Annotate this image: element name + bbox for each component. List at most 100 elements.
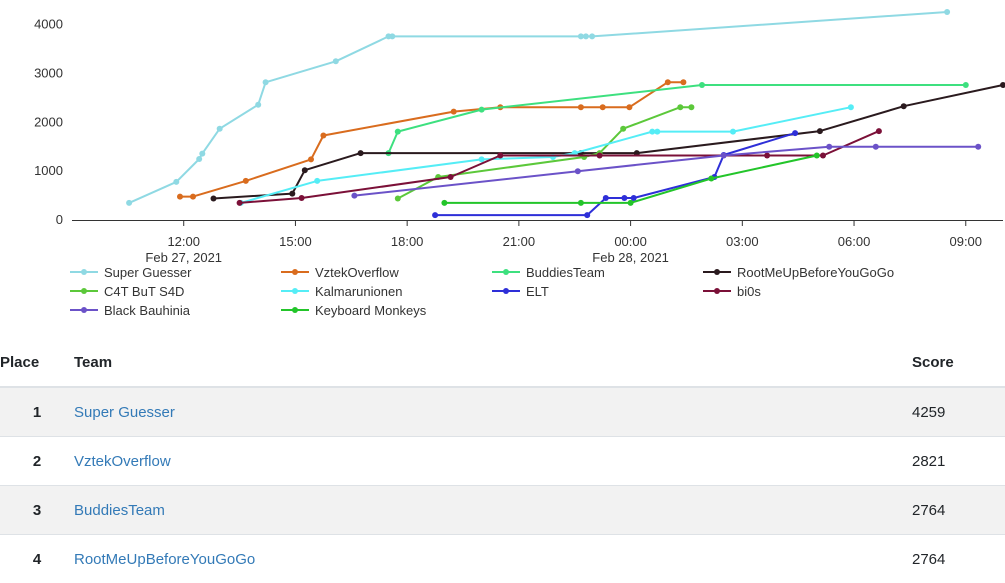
team-header[interactable]: Team xyxy=(74,338,912,387)
data-point[interactable] xyxy=(665,79,671,85)
legend-label: Black Bauhinia xyxy=(104,303,191,318)
place-header[interactable]: Place xyxy=(0,338,74,387)
data-point[interactable] xyxy=(963,82,969,88)
y-tick-label: 2000 xyxy=(34,114,63,129)
x-tick-label: 06:00 xyxy=(838,234,871,249)
legend-item[interactable]: VztekOverflow xyxy=(281,265,399,280)
data-point[interactable] xyxy=(479,107,485,113)
legend-item[interactable]: RootMeUpBeforeYouGoGo xyxy=(703,265,894,280)
data-point[interactable] xyxy=(600,104,606,110)
data-point[interactable] xyxy=(1000,82,1005,88)
data-point[interactable] xyxy=(575,168,581,174)
data-point[interactable] xyxy=(395,129,401,135)
data-point[interactable] xyxy=(699,82,705,88)
data-point[interactable] xyxy=(351,193,357,199)
data-point[interactable] xyxy=(173,179,179,185)
data-point[interactable] xyxy=(901,103,907,109)
data-point[interactable] xyxy=(628,200,634,206)
legend-marker xyxy=(714,269,720,275)
data-point[interactable] xyxy=(589,33,595,39)
team-link[interactable]: VztekOverflow xyxy=(74,453,171,470)
data-point[interactable] xyxy=(721,153,727,159)
data-point[interactable] xyxy=(688,104,694,110)
score-cell: 2821 xyxy=(912,437,1005,486)
data-point[interactable] xyxy=(597,153,603,159)
data-point[interactable] xyxy=(441,200,447,206)
data-point[interactable] xyxy=(126,200,132,206)
data-point[interactable] xyxy=(451,109,457,115)
data-point[interactable] xyxy=(944,9,950,15)
legend-item[interactable]: BuddiesTeam xyxy=(492,265,605,280)
data-point[interactable] xyxy=(677,104,683,110)
data-point[interactable] xyxy=(792,130,798,136)
data-point[interactable] xyxy=(848,104,854,110)
data-point[interactable] xyxy=(680,79,686,85)
data-point[interactable] xyxy=(817,128,823,134)
legend-item[interactable]: ELT xyxy=(492,284,549,299)
data-point[interactable] xyxy=(289,191,295,197)
score-cell: 4259 xyxy=(912,387,1005,437)
data-point[interactable] xyxy=(583,33,589,39)
data-point[interactable] xyxy=(389,33,395,39)
data-point[interactable] xyxy=(263,79,269,85)
data-point[interactable] xyxy=(814,153,820,159)
data-point[interactable] xyxy=(320,133,326,139)
data-point[interactable] xyxy=(654,129,660,135)
data-point[interactable] xyxy=(626,104,632,110)
x-tick-label: 21:00 xyxy=(503,234,536,249)
place-cell: 1 xyxy=(0,387,74,437)
data-point[interactable] xyxy=(764,153,770,159)
team-link[interactable]: Super Guesser xyxy=(74,404,175,421)
data-point[interactable] xyxy=(873,144,879,150)
data-point[interactable] xyxy=(190,194,196,200)
legend-label: Keyboard Monkeys xyxy=(315,303,427,318)
series-line xyxy=(214,85,1004,199)
table-row: 3 BuddiesTeam 2764 xyxy=(0,486,1005,535)
data-point[interactable] xyxy=(395,196,401,202)
legend[interactable]: Super Guesser VztekOverflow BuddiesTeam Roo… xyxy=(70,265,894,318)
data-point[interactable] xyxy=(497,153,503,159)
legend-item[interactable]: Kalmarunionen xyxy=(281,284,402,299)
legend-item[interactable]: Black Bauhinia xyxy=(70,303,191,318)
data-point[interactable] xyxy=(876,128,882,134)
data-point[interactable] xyxy=(603,195,609,201)
team-link[interactable]: BuddiesTeam xyxy=(74,502,165,519)
data-point[interactable] xyxy=(578,104,584,110)
data-point[interactable] xyxy=(196,156,202,162)
data-point[interactable] xyxy=(299,195,305,201)
data-point[interactable] xyxy=(177,194,183,200)
data-point[interactable] xyxy=(432,212,438,218)
data-point[interactable] xyxy=(333,58,339,64)
score-header[interactable]: Score xyxy=(912,338,1005,387)
data-point[interactable] xyxy=(584,212,590,218)
data-point[interactable] xyxy=(243,178,249,184)
data-point[interactable] xyxy=(217,126,223,132)
legend-item[interactable]: Super Guesser xyxy=(70,265,192,280)
team-link[interactable]: RootMeUpBeforeYouGoGo xyxy=(74,551,255,568)
data-point[interactable] xyxy=(211,196,217,202)
legend-item[interactable]: C4T BuT S4D xyxy=(70,284,184,299)
data-point[interactable] xyxy=(448,174,454,180)
data-point[interactable] xyxy=(479,156,485,162)
data-point[interactable] xyxy=(199,151,205,157)
legend-item[interactable]: Keyboard Monkeys xyxy=(281,303,427,318)
legend-marker xyxy=(292,269,298,275)
data-point[interactable] xyxy=(237,200,243,206)
data-point[interactable] xyxy=(620,126,626,132)
data-point[interactable] xyxy=(302,167,308,173)
data-point[interactable] xyxy=(358,150,364,156)
data-point[interactable] xyxy=(975,144,981,150)
data-point[interactable] xyxy=(578,200,584,206)
team-cell: Super Guesser xyxy=(74,387,912,437)
legend-label: bi0s xyxy=(737,284,761,299)
legend-item[interactable]: bi0s xyxy=(703,284,761,299)
data-point[interactable] xyxy=(730,129,736,135)
data-point[interactable] xyxy=(820,153,826,159)
data-point[interactable] xyxy=(308,156,314,162)
legend-marker xyxy=(292,288,298,294)
data-point[interactable] xyxy=(621,195,627,201)
data-point[interactable] xyxy=(255,102,261,108)
data-point[interactable] xyxy=(314,178,320,184)
data-point[interactable] xyxy=(826,144,832,150)
data-point[interactable] xyxy=(708,176,714,182)
